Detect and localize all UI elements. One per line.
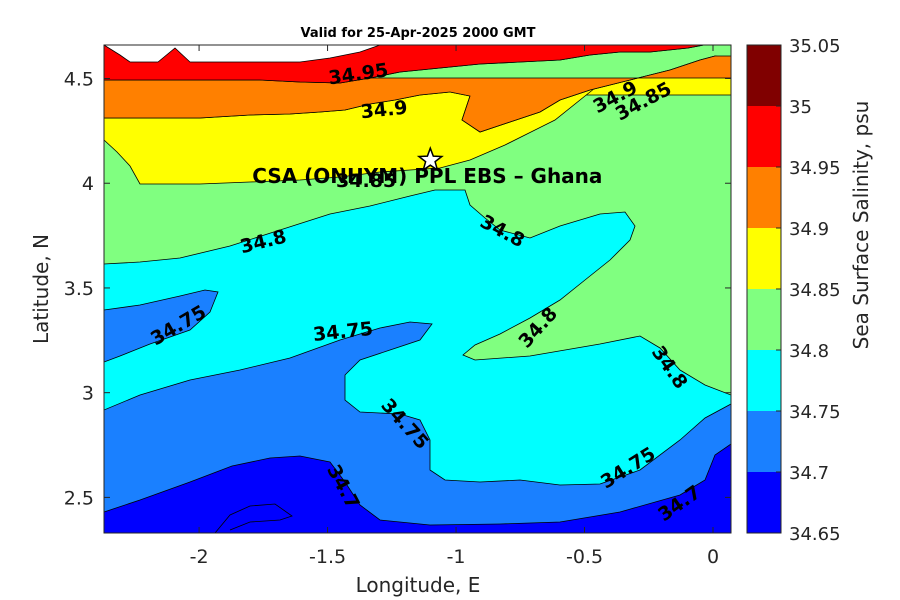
plot-border bbox=[103, 44, 732, 534]
colorbar-tick-label: 35 bbox=[789, 97, 812, 118]
contour-label: 34.9 bbox=[360, 97, 409, 124]
colorbar-swatch bbox=[747, 350, 781, 411]
colorbar-swatch bbox=[747, 106, 781, 167]
y-tick-label: 3 bbox=[82, 383, 94, 405]
x-tick-label: -1.5 bbox=[309, 546, 346, 568]
x-tick-label: 0 bbox=[707, 546, 719, 568]
site-marker: CSA (ONHYM) PPL EBS – Ghana bbox=[252, 146, 602, 188]
colorbar-label: Sea Surface Salinity, psu bbox=[849, 101, 873, 350]
colorbar-tick-label: 34.65 bbox=[789, 524, 841, 545]
x-tick-label: -1 bbox=[447, 546, 466, 568]
y-tick-label: 4 bbox=[82, 173, 94, 195]
y-tick-label: 4.5 bbox=[64, 69, 94, 91]
x-tick-label: -0.5 bbox=[566, 546, 603, 568]
x-tick-label: -2 bbox=[190, 546, 209, 568]
y-tick-label: 2.5 bbox=[64, 487, 94, 509]
colorbar-tick-label: 34.9 bbox=[789, 219, 829, 240]
colorbar-tick-label: 34.95 bbox=[789, 158, 841, 179]
contour-label: 34.85 bbox=[336, 170, 396, 192]
band-34-65 bbox=[104, 443, 731, 533]
colorbar-tick-label: 34.8 bbox=[789, 341, 829, 362]
site-label: CSA (ONHYM) PPL EBS – Ghana bbox=[252, 164, 602, 188]
colorbar-tick-label: 34.85 bbox=[789, 280, 841, 301]
x-axis-label: Longitude, E bbox=[356, 573, 481, 597]
chart-title: Valid for 25-Apr-2025 2000 GMT bbox=[301, 26, 536, 41]
x-axis-ticks: -2 -1.5 -1 -0.5 0 bbox=[190, 45, 719, 568]
y-axis-ticks: 2.5 3 3.5 4 4.5 bbox=[64, 69, 731, 509]
colorbar: 34.65 34.7 34.75 34.8 34.85 34.9 34.95 35 35.05 bbox=[746, 36, 841, 545]
inner-contour bbox=[214, 503, 293, 533]
colorbar-swatch bbox=[747, 228, 781, 289]
colorbar-swatch bbox=[747, 289, 781, 350]
y-axis-label: Latitude, N bbox=[29, 234, 53, 344]
y-tick-label: 3.5 bbox=[64, 278, 94, 300]
band-35-white bbox=[104, 45, 381, 63]
colorbar-swatch bbox=[747, 411, 781, 472]
colorbar-tick-label: 35.05 bbox=[789, 36, 841, 57]
site-star-icon bbox=[416, 146, 444, 172]
colorbar-swatch bbox=[747, 45, 781, 106]
colorbar-swatch bbox=[747, 472, 781, 533]
colorbar-tick-label: 34.75 bbox=[789, 402, 841, 423]
filled-contours bbox=[104, 45, 731, 533]
colorbar-tick-label: 34.7 bbox=[789, 463, 829, 484]
colorbar-swatch bbox=[747, 167, 781, 228]
